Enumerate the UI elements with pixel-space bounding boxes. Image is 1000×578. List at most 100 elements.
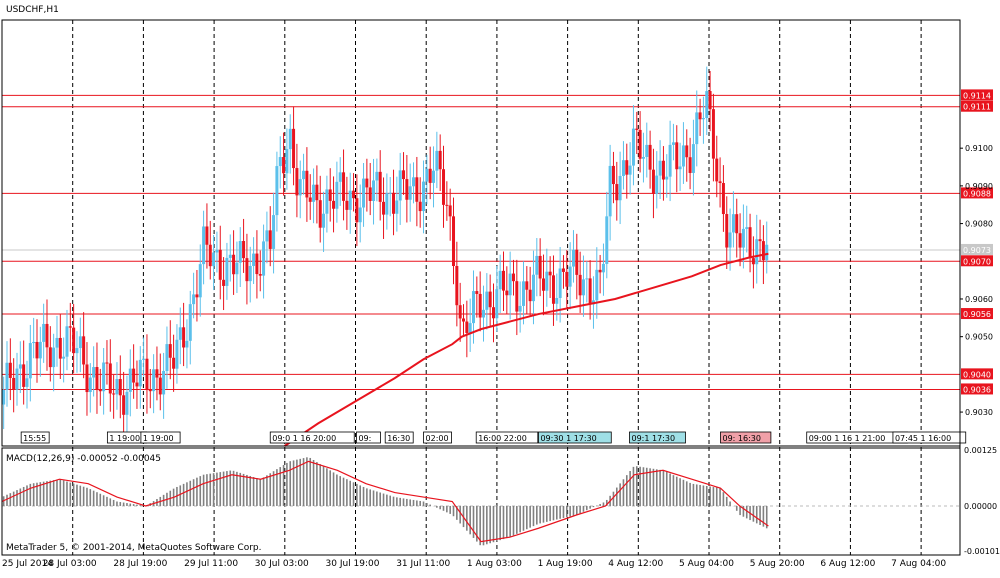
candle-body bbox=[38, 341, 42, 359]
candle-body bbox=[292, 128, 296, 169]
candle-body bbox=[395, 200, 399, 214]
candle-body bbox=[638, 129, 642, 159]
candle-body bbox=[82, 336, 86, 365]
candle-body bbox=[445, 204, 449, 206]
time-label: 1 Aug 19:00 bbox=[538, 559, 593, 569]
level-tag[interactable] bbox=[961, 383, 993, 395]
event-tag[interactable] bbox=[475, 431, 539, 444]
candle-body bbox=[618, 175, 622, 201]
candle-body bbox=[481, 309, 485, 318]
candle-body bbox=[155, 369, 159, 378]
candle-body bbox=[538, 255, 542, 279]
event-tag[interactable] bbox=[140, 431, 181, 444]
candle-body bbox=[511, 273, 515, 282]
candle-body bbox=[62, 356, 66, 359]
time-label: 28 Jul 03:00 bbox=[43, 559, 97, 569]
event-tag[interactable] bbox=[892, 431, 967, 444]
candle-body bbox=[5, 362, 9, 390]
candle-body bbox=[402, 170, 406, 180]
event-tag[interactable] bbox=[20, 431, 50, 444]
event-tag[interactable] bbox=[720, 431, 772, 444]
level-tag[interactable] bbox=[961, 187, 993, 199]
candle-body bbox=[448, 205, 452, 217]
candle-body bbox=[262, 241, 266, 276]
candle-body bbox=[68, 326, 72, 328]
candle-body bbox=[601, 263, 605, 273]
candle-body bbox=[472, 291, 476, 324]
candle-body bbox=[175, 339, 179, 369]
candle-body bbox=[385, 193, 389, 215]
macd-label: MACD(12,26,9) -0.00052 -0.00045 bbox=[6, 454, 161, 464]
candle-body bbox=[408, 186, 412, 200]
event-tag-label: 16:30 bbox=[387, 434, 410, 443]
candle-body bbox=[458, 305, 462, 319]
candle-body bbox=[22, 364, 26, 387]
candle-body bbox=[272, 215, 276, 249]
time-label: 30 Jul 19:00 bbox=[326, 559, 380, 569]
event-tag[interactable] bbox=[356, 431, 381, 444]
level-tag[interactable] bbox=[961, 100, 993, 112]
candle-body bbox=[708, 91, 712, 110]
candle-body bbox=[558, 268, 562, 298]
time-label: 31 Jul 11:00 bbox=[396, 559, 450, 569]
candle-body bbox=[105, 362, 109, 364]
level-tag[interactable] bbox=[961, 308, 993, 320]
level-tag[interactable] bbox=[961, 89, 993, 101]
candle-body bbox=[452, 216, 456, 266]
candle-body bbox=[132, 368, 136, 383]
candle-body bbox=[685, 145, 689, 158]
candle-body bbox=[12, 377, 16, 390]
candle-body bbox=[48, 347, 52, 368]
candle-body bbox=[508, 273, 512, 296]
candle-body bbox=[581, 279, 585, 296]
candle-body bbox=[338, 172, 342, 182]
time-label: 30 Jul 03:00 bbox=[255, 559, 309, 569]
candle-body bbox=[245, 258, 249, 282]
candle-body bbox=[432, 170, 436, 183]
candle-body bbox=[368, 187, 372, 201]
price-axis: 0.9030 0.9050 0.9060 0.9080 0.9090 0.9100 bbox=[960, 144, 993, 417]
candle-body bbox=[382, 201, 386, 215]
event-tag[interactable] bbox=[423, 431, 452, 444]
level-tag[interactable] bbox=[961, 255, 993, 267]
event-tags[interactable]: 15:55 1 19:00 1 19:00 09:0 1 16 20:00 09: 16:… bbox=[20, 431, 967, 444]
candle-body bbox=[98, 389, 102, 392]
candle-body bbox=[88, 377, 92, 393]
candle-body bbox=[162, 370, 166, 395]
candle-body bbox=[665, 176, 669, 180]
candle-body bbox=[102, 362, 106, 392]
candle-body bbox=[671, 142, 675, 145]
event-tag-label: 09: 16:30 bbox=[723, 434, 761, 443]
candle-body bbox=[92, 367, 96, 378]
candle-body bbox=[52, 347, 56, 368]
level-tag[interactable] bbox=[961, 368, 993, 380]
candle-body bbox=[215, 249, 219, 253]
candle-body bbox=[58, 337, 62, 359]
candle-body bbox=[122, 395, 126, 415]
event-tag[interactable] bbox=[629, 431, 686, 444]
candle-body bbox=[738, 233, 742, 248]
candle-body bbox=[625, 160, 629, 175]
candle-body bbox=[575, 249, 579, 275]
candle-body bbox=[435, 150, 439, 171]
candle-body bbox=[505, 290, 509, 296]
event-tag[interactable] bbox=[269, 431, 355, 444]
candle-body bbox=[715, 158, 719, 182]
candle-body bbox=[521, 281, 525, 306]
event-tag[interactable] bbox=[538, 431, 612, 444]
time-label: 1 Aug 03:00 bbox=[467, 559, 522, 569]
candle-body bbox=[42, 323, 46, 342]
symbol-label: USDCHF,H1 bbox=[6, 5, 59, 15]
event-tag[interactable] bbox=[384, 431, 414, 444]
candle-body bbox=[265, 230, 269, 242]
candle-body bbox=[152, 369, 156, 392]
candle-body bbox=[568, 266, 572, 287]
level-tag-label: 0.9114 bbox=[963, 91, 991, 100]
price-tick-label: 0.9090 bbox=[965, 182, 993, 191]
candle-body bbox=[705, 91, 709, 119]
event-tag-label: 09:30 1 17:30 bbox=[540, 434, 596, 443]
candle-body bbox=[165, 344, 169, 371]
